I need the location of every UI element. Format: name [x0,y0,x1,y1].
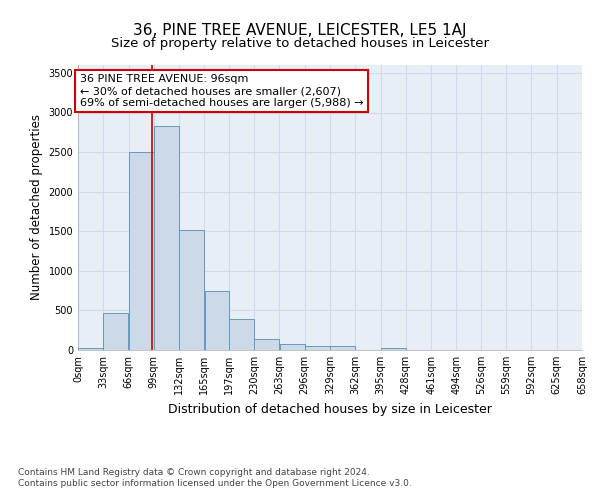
Bar [229,319,254,350]
Bar [179,230,204,350]
Bar [254,339,279,350]
Bar [154,126,179,350]
Y-axis label: Number of detached properties: Number of detached properties [30,114,43,300]
Bar [78,348,103,350]
X-axis label: Distribution of detached houses by size in Leicester: Distribution of detached houses by size … [168,402,492,415]
Bar [305,346,330,350]
Text: 36, PINE TREE AVENUE, LEICESTER, LE5 1AJ: 36, PINE TREE AVENUE, LEICESTER, LE5 1AJ [133,22,467,38]
Bar [381,348,406,350]
Text: Size of property relative to detached houses in Leicester: Size of property relative to detached ho… [111,38,489,51]
Bar [280,344,305,350]
Bar [330,346,355,350]
Text: 36 PINE TREE AVENUE: 96sqm
← 30% of detached houses are smaller (2,607)
69% of s: 36 PINE TREE AVENUE: 96sqm ← 30% of deta… [80,74,363,108]
Bar [129,152,154,350]
Text: Contains HM Land Registry data © Crown copyright and database right 2024.
Contai: Contains HM Land Registry data © Crown c… [18,468,412,487]
Bar [103,313,128,350]
Bar [205,292,229,350]
